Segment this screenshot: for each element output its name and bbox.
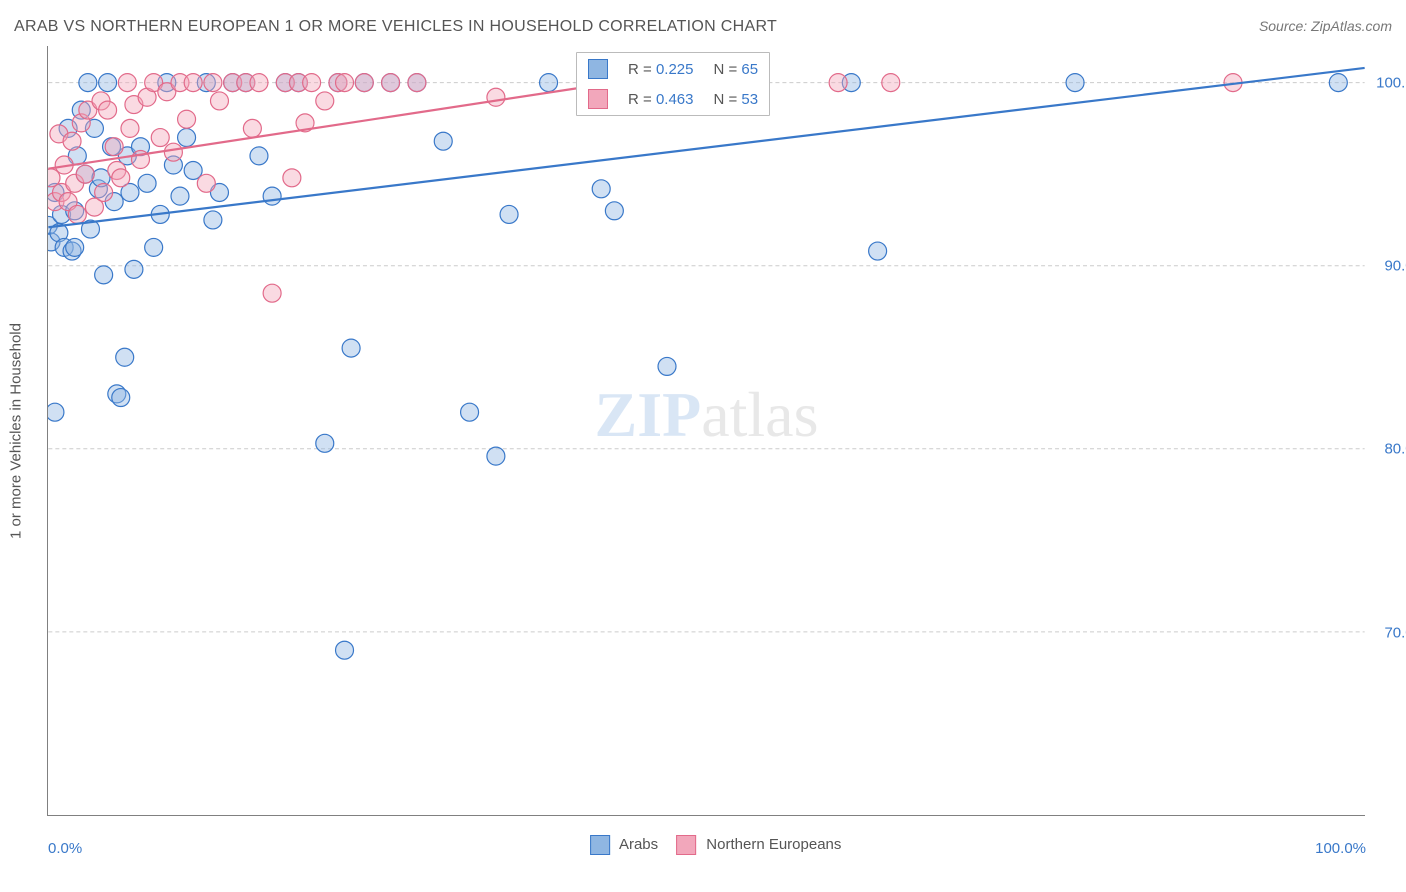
data-point: [68, 205, 86, 223]
data-point: [592, 180, 610, 198]
data-point: [66, 238, 84, 256]
data-point: [125, 260, 143, 278]
data-point: [336, 641, 354, 659]
data-point: [63, 132, 81, 150]
data-point: [243, 119, 261, 137]
y-tick-label: 100.0%: [1376, 74, 1406, 91]
data-point: [95, 266, 113, 284]
data-point: [263, 284, 281, 302]
data-point: [408, 74, 426, 92]
data-point: [105, 138, 123, 156]
legend-bottom: Arabs Northern Europeans: [572, 835, 842, 855]
data-point: [316, 92, 334, 110]
data-point: [336, 74, 354, 92]
data-point: [355, 74, 373, 92]
data-point: [487, 447, 505, 465]
data-point: [500, 205, 518, 223]
data-point: [283, 169, 301, 187]
data-point: [76, 165, 94, 183]
legend-n-label: N = 53: [704, 85, 767, 113]
legend-r-label: R = 0.463: [619, 85, 702, 113]
legend-series-label: Arabs: [616, 836, 659, 853]
data-point: [184, 74, 202, 92]
data-point: [1066, 74, 1084, 92]
x-tick-label: 0.0%: [48, 840, 82, 857]
y-tick-label: 90.0%: [1384, 258, 1406, 275]
data-point: [316, 434, 334, 452]
data-point: [138, 174, 156, 192]
data-point: [829, 74, 847, 92]
legend-swatch: [588, 89, 608, 109]
data-point: [210, 92, 228, 110]
data-point: [263, 187, 281, 205]
data-point: [79, 74, 97, 92]
data-point: [151, 129, 169, 147]
source-attribution: Source: ZipAtlas.com: [1259, 18, 1392, 34]
data-point: [121, 119, 139, 137]
data-point: [342, 339, 360, 357]
data-point: [164, 143, 182, 161]
legend-statistics-box: R = 0.225N = 65R = 0.463N = 53: [576, 52, 770, 116]
data-point: [434, 132, 452, 150]
data-point: [250, 147, 268, 165]
chart-svg: [48, 46, 1365, 815]
data-point: [197, 174, 215, 192]
data-point: [112, 169, 130, 187]
data-point: [178, 129, 196, 147]
legend-row: R = 0.463N = 53: [579, 85, 767, 113]
data-point: [882, 74, 900, 92]
data-point: [869, 242, 887, 260]
data-point: [250, 74, 268, 92]
data-point: [605, 202, 623, 220]
legend-r-label: R = 0.225: [619, 55, 702, 83]
data-point: [118, 74, 136, 92]
chart-title: ARAB VS NORTHERN EUROPEAN 1 OR MORE VEHI…: [14, 18, 777, 36]
y-tick-label: 70.0%: [1384, 624, 1406, 641]
data-point: [116, 348, 134, 366]
data-point: [48, 403, 64, 421]
x-tick-label: 100.0%: [1315, 840, 1366, 857]
data-point: [382, 74, 400, 92]
data-point: [178, 110, 196, 128]
y-tick-label: 80.0%: [1384, 441, 1406, 458]
data-point: [1329, 74, 1347, 92]
legend-n-label: N = 65: [704, 55, 767, 83]
data-point: [487, 88, 505, 106]
data-point: [204, 211, 222, 229]
data-point: [145, 238, 163, 256]
y-axis-title: 1 or more Vehicles in Household: [8, 323, 25, 539]
legend-series-label: Northern Europeans: [702, 836, 841, 853]
data-point: [658, 357, 676, 375]
legend-row: R = 0.225N = 65: [579, 55, 767, 83]
legend-swatch: [590, 835, 610, 855]
data-point: [99, 74, 117, 92]
data-point: [95, 183, 113, 201]
chart-plot-area: ZIPatlas 1 or more Vehicles in Household…: [47, 46, 1365, 816]
data-point: [461, 403, 479, 421]
data-point: [171, 187, 189, 205]
data-point: [99, 101, 117, 119]
data-point: [204, 74, 222, 92]
data-point: [540, 74, 558, 92]
legend-swatch: [588, 59, 608, 79]
legend-swatch: [676, 835, 696, 855]
data-point: [303, 74, 321, 92]
data-point: [112, 389, 130, 407]
